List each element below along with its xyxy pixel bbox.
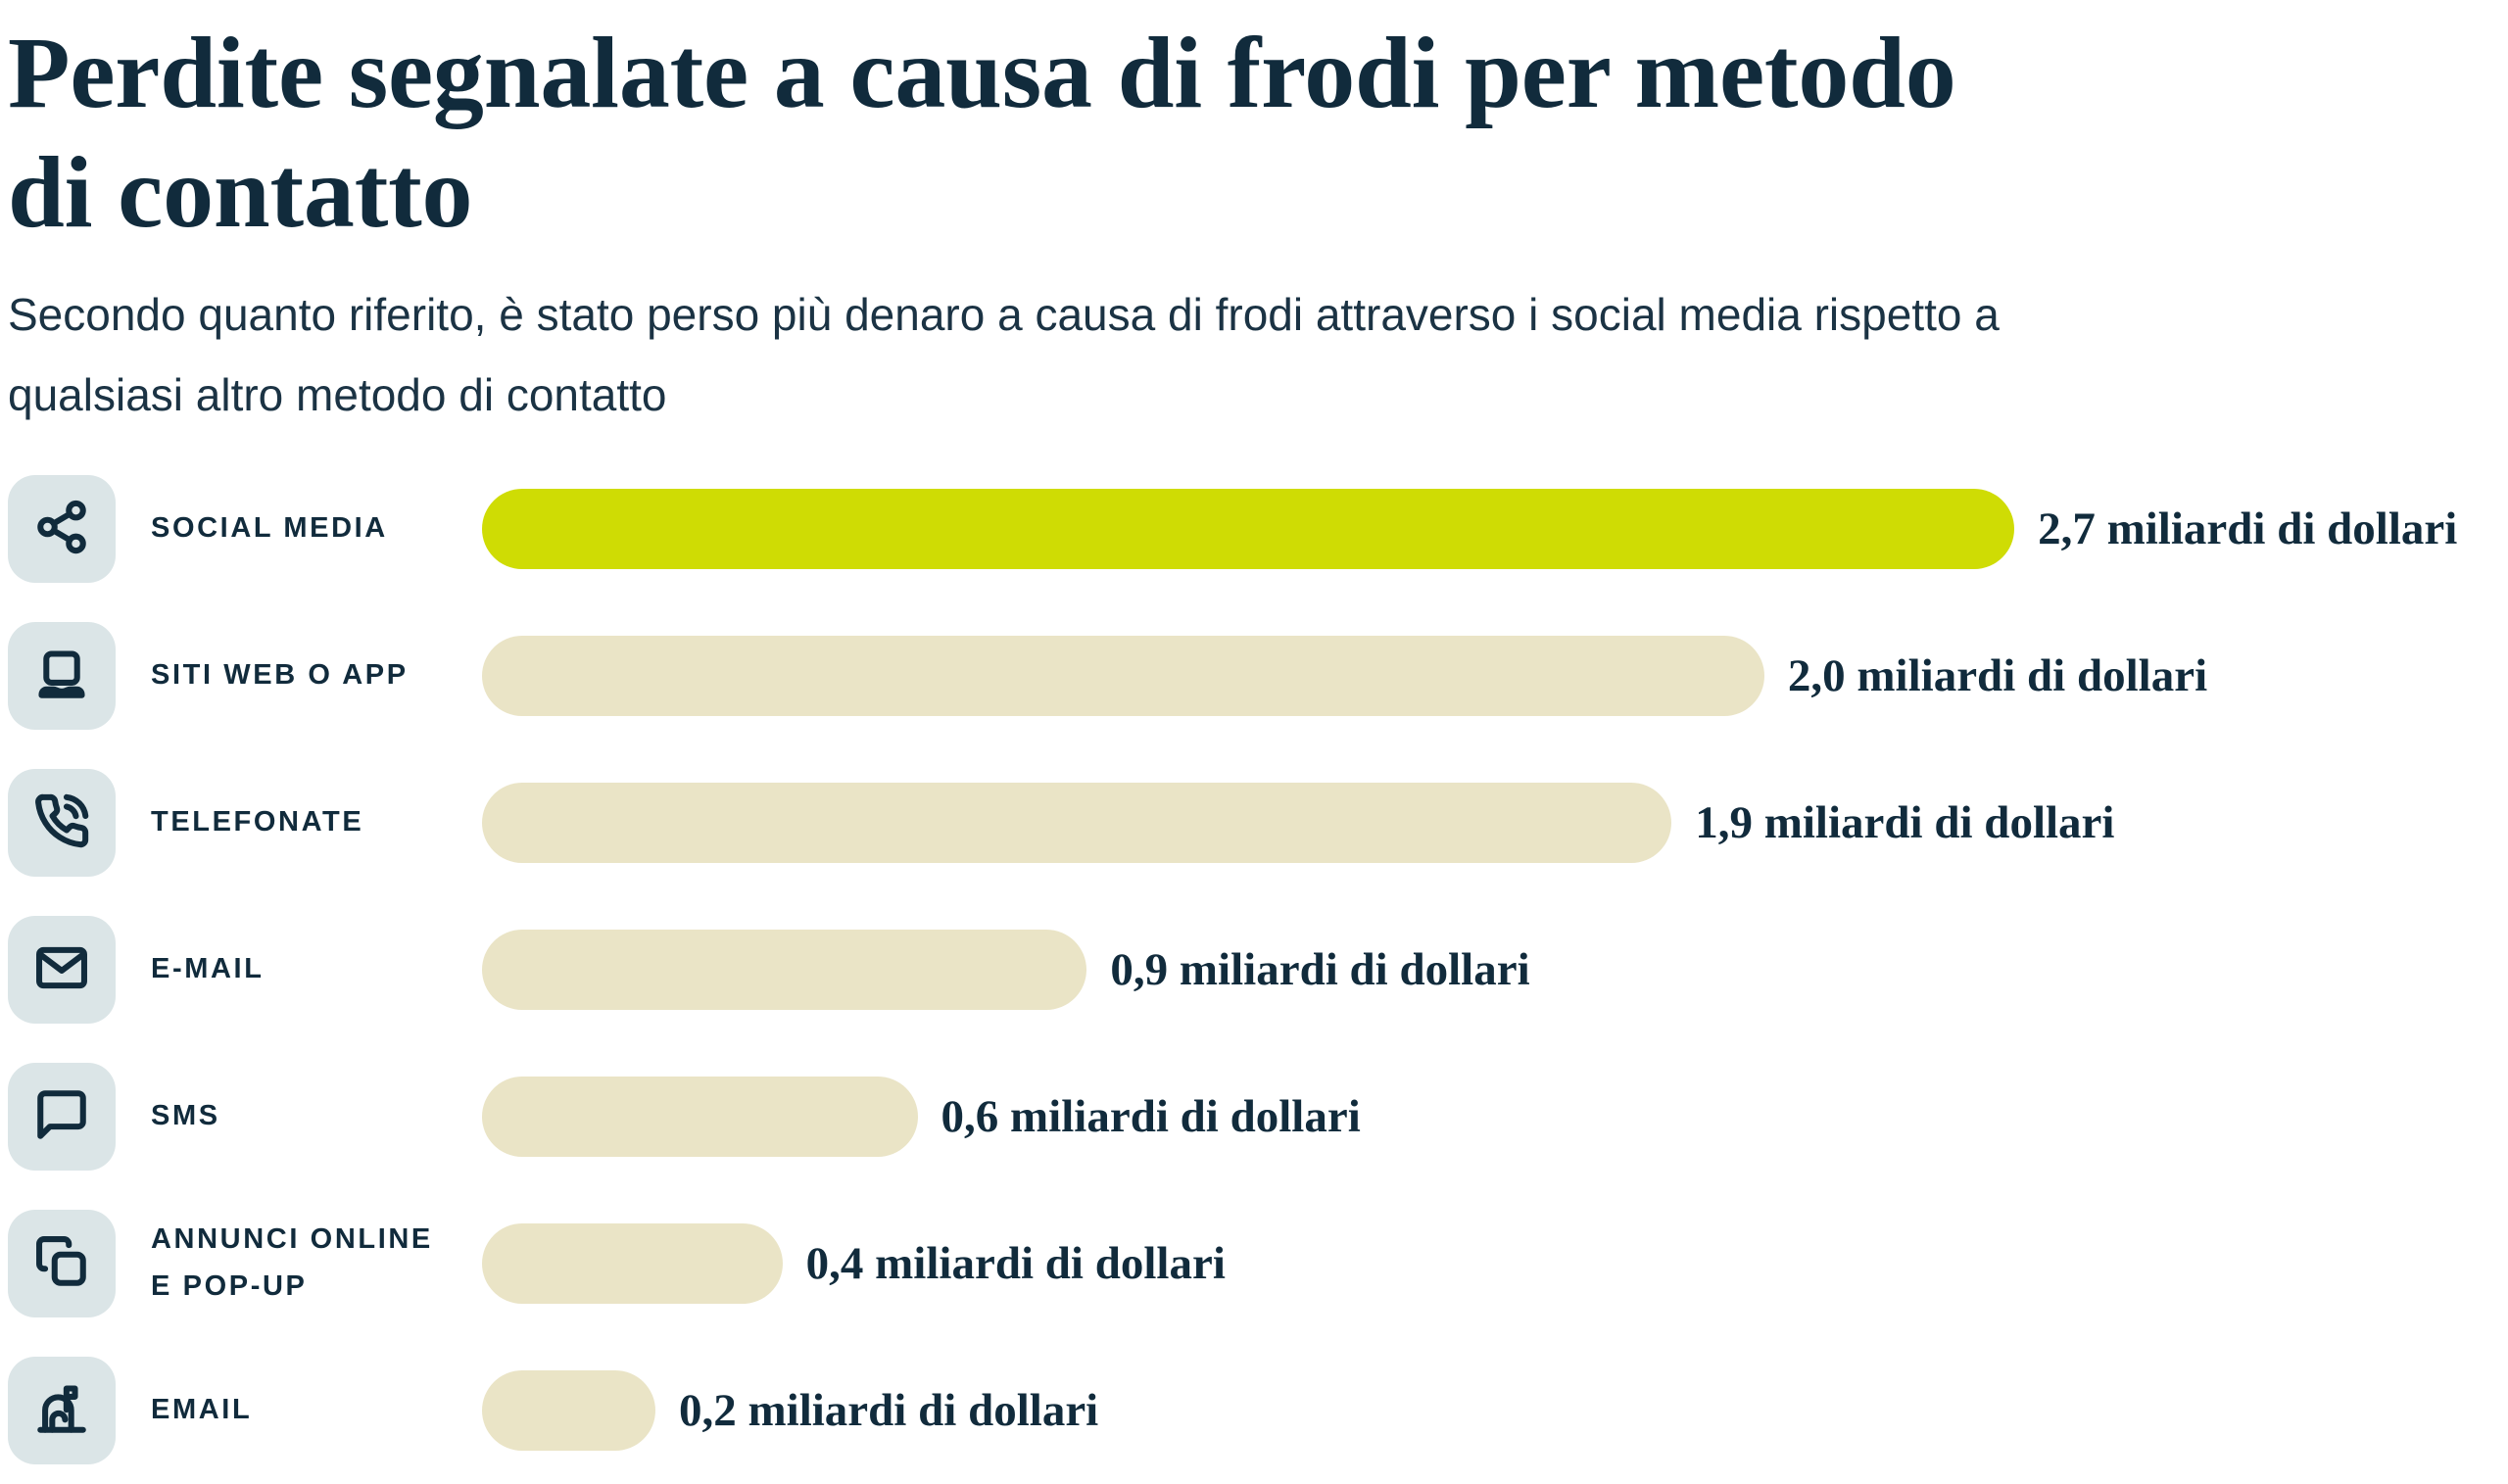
value-label: 0,9 miliardi di dollari [1110, 944, 1530, 996]
bar [482, 636, 1764, 717]
category-icon-box [8, 475, 116, 584]
category-icon-box [8, 916, 116, 1025]
chat-bubble-icon [33, 1086, 90, 1148]
bar-row: E-MAIL 0,9 miliardi di dollari [8, 896, 2498, 1043]
category-icon-box [8, 1063, 116, 1172]
bar-track: 2,0 miliardi di dollari [482, 602, 2498, 749]
chart-subtitle: Secondo quanto riferito, è stato perso p… [8, 289, 2000, 421]
category-icon-box [8, 1210, 116, 1318]
value-label: 1,9 miliardi di dollari [1695, 797, 2115, 849]
bar [482, 1077, 918, 1158]
bar [482, 783, 1672, 864]
bar [482, 1223, 783, 1305]
bar-row: SITI WEB O APP 2,0 miliardi di dollari [8, 602, 2498, 749]
bar-row: TELEFONATE 1,9 miliardi di dollari [8, 749, 2498, 896]
copy-icon [33, 1233, 90, 1295]
bar-track: 0,4 miliardi di dollari [482, 1190, 2498, 1337]
category-label: ANNUNCI ONLINE E POP-UP [151, 1223, 433, 1303]
value-label: 0,2 miliardi di dollari [678, 1385, 1099, 1437]
category-label: EMAIL [151, 1394, 253, 1426]
bar-rows-container: SOCIAL MEDIA 2,7 miliardi di dollari SIT… [8, 455, 2498, 1484]
category-icon-box [8, 622, 116, 731]
bar-row: ANNUNCI ONLINE E POP-UP 0,4 miliardi di … [8, 1190, 2498, 1337]
category-label: SOCIAL MEDIA [151, 512, 388, 545]
bar [482, 1370, 655, 1452]
category-icon-box [8, 1357, 116, 1465]
envelope-icon [33, 939, 90, 1001]
phone-call-icon [33, 792, 90, 854]
bar-track: 0,9 miliardi di dollari [482, 896, 2498, 1043]
bar [482, 930, 1087, 1011]
category-label: SITI WEB O APP [151, 659, 409, 692]
category-label: E-MAIL [151, 953, 265, 985]
bar-row: SMS 0,6 miliardi di dollari [8, 1043, 2498, 1190]
bar-row: EMAIL 0,2 miliardi di dollari [8, 1337, 2498, 1484]
category-label: TELEFONATE [151, 806, 364, 838]
share-icon [33, 499, 90, 560]
laptop-icon [33, 646, 90, 707]
category-label: SMS [151, 1100, 220, 1132]
value-label: 0,6 miliardi di dollari [940, 1091, 1361, 1143]
bar-track: 1,9 miliardi di dollari [482, 749, 2498, 896]
bar-track: 0,6 miliardi di dollari [482, 1043, 2498, 1190]
bar-track: 2,7 miliardi di dollari [482, 455, 2498, 602]
bar-track: 0,2 miliardi di dollari [482, 1337, 2498, 1484]
chart-title: Perdite segnalate a causa di frodi per m… [8, 17, 1956, 249]
mailbox-icon [33, 1380, 90, 1442]
value-label: 2,7 miliardi di dollari [2038, 503, 2458, 555]
category-icon-box [8, 769, 116, 878]
bar [482, 489, 2015, 570]
bar-row: SOCIAL MEDIA 2,7 miliardi di dollari [8, 455, 2498, 602]
value-label: 0,4 miliardi di dollari [805, 1238, 1226, 1290]
value-label: 2,0 miliardi di dollari [1787, 650, 2208, 702]
